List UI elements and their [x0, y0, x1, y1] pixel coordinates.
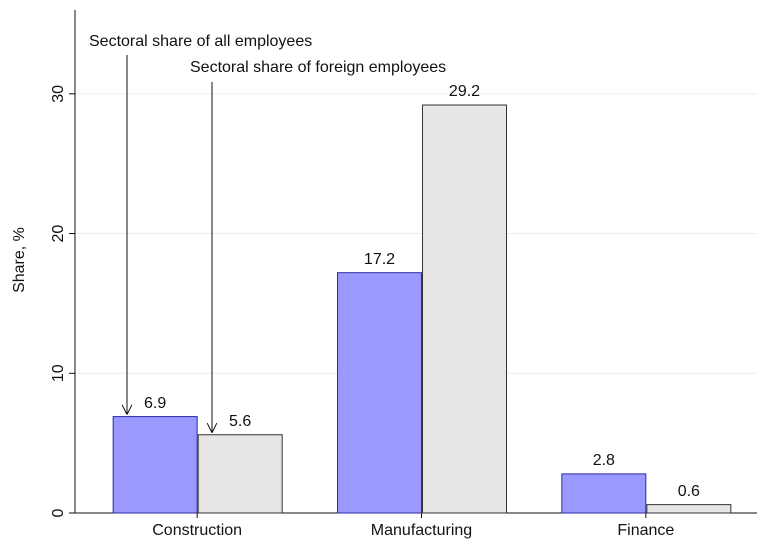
bar: [112, 416, 198, 514]
value-label: 0.6: [678, 483, 700, 500]
bar: [337, 272, 422, 514]
value-label: 6.9: [144, 395, 166, 412]
series-annotation: Sectoral share of foreign employees: [190, 59, 446, 76]
bar: [646, 504, 732, 514]
bar: [422, 104, 507, 514]
value-label: 29.2: [449, 83, 480, 100]
bar: [197, 434, 283, 514]
y-axis-label: Share, %: [11, 227, 28, 293]
y-tick-label: 30: [50, 85, 67, 103]
x-tick-label: Manufacturing: [371, 522, 472, 539]
y-tick-label: 20: [50, 225, 67, 243]
y-tick-label: 10: [50, 364, 67, 382]
value-label: 5.6: [229, 413, 251, 430]
value-label: 2.8: [593, 452, 615, 469]
bar: [561, 473, 647, 514]
value-label: 17.2: [364, 251, 395, 268]
x-tick-label: Construction: [152, 522, 242, 539]
x-tick-label: Finance: [617, 522, 674, 539]
series-annotation: Sectoral share of all employees: [89, 33, 312, 50]
y-tick-label: 0: [50, 508, 67, 517]
